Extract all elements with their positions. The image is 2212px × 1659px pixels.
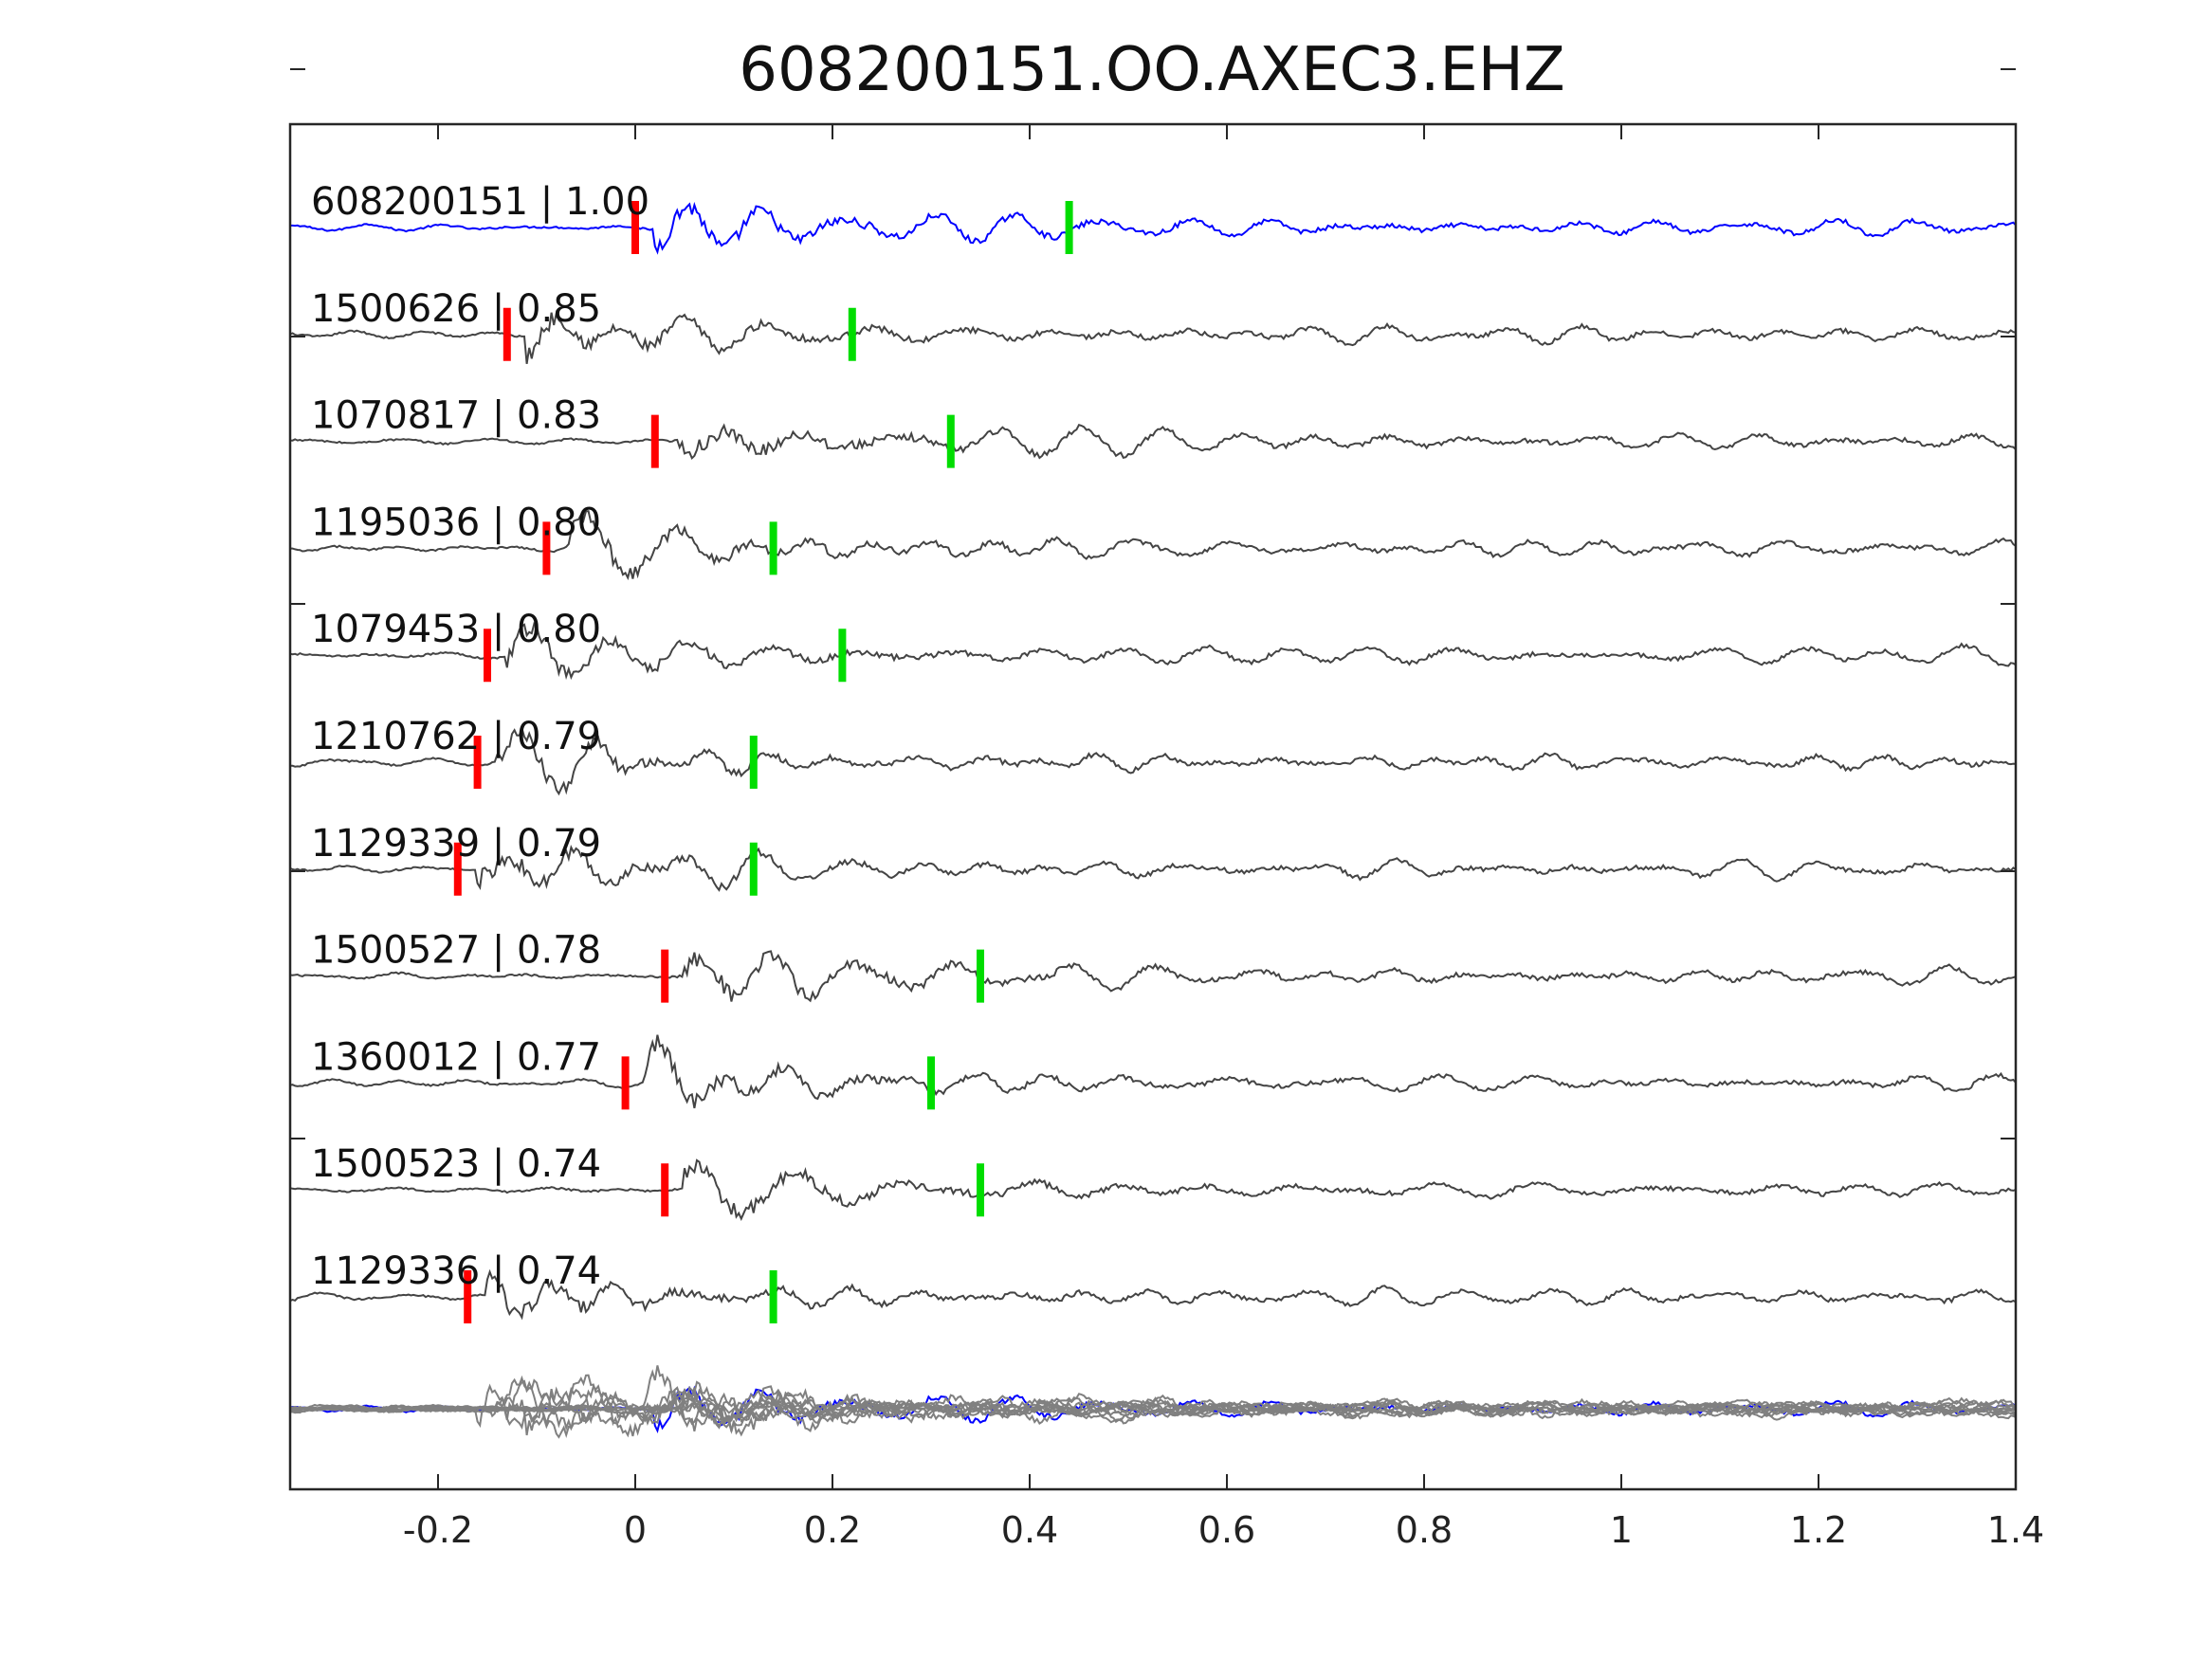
trace-label-9: 1500523 | 0.74 [311,1142,601,1186]
stack-layer [289,1365,2017,1439]
x-axis: -0.2 0 0.2 0.4 0.6 0.8 1 1.2 1.4 [403,124,2044,1551]
x-tick-label-1: 0 [624,1509,647,1551]
x-tick-label-7: 1.2 [1790,1509,1847,1551]
plot-frame [288,122,2018,1491]
trace-line-5 [290,724,2017,796]
x-tick-label-3: 0.4 [1001,1509,1058,1551]
x-tick-label-0: -0.2 [403,1509,473,1551]
traces-layer [289,201,2017,1321]
trace-label-7: 1500527 | 0.78 [311,929,601,973]
trace-line-0 [290,201,2017,255]
trace-label-3: 1195036 | 0.80 [311,501,601,544]
x-tick-label-5: 0.8 [1396,1509,1453,1551]
y-axis-ticks [290,68,2016,1139]
trace-label-8: 1360012 | 0.77 [311,1035,601,1079]
x-tick-label-2: 0.2 [804,1509,861,1551]
chart-title: 608200151.OO.AXEC3.EHZ [739,35,1565,105]
x-tick-label-6: 1 [1610,1509,1633,1551]
trace-line-9 [289,1158,2017,1222]
trace-line-6 [289,844,2017,892]
x-tick-label-4: 0.6 [1198,1509,1255,1551]
trace-line-3 [289,510,2017,581]
labels-layer: 608200151 | 1.00 1500626 | 0.85 1070817 | … [311,180,649,1293]
trace-label-1: 1500626 | 0.85 [311,287,601,331]
trace-line-8 [289,1034,2017,1109]
trace-line-1 [289,309,2017,364]
trace-label-0: 608200151 | 1.00 [311,180,649,224]
trace-label-4: 1079453 | 0.80 [311,608,601,651]
stack-line-9 [289,1380,2017,1437]
stack-line-10 [289,1383,2017,1431]
trace-line-2 [289,423,2017,461]
picks-layer [453,201,1073,1323]
trace-line-7 [289,950,2017,1003]
trace-label-2: 1070817 | 0.83 [311,394,601,438]
x-tick-label-8: 1.4 [1987,1509,2044,1551]
trace-label-5: 1210762 | 0.79 [311,715,601,758]
trace-line-10 [289,1268,2017,1321]
trace-line-4 [289,622,2017,681]
trace-label-6: 1129339 | 0.79 [311,822,601,866]
trace-label-10: 1129336 | 0.74 [311,1249,601,1293]
